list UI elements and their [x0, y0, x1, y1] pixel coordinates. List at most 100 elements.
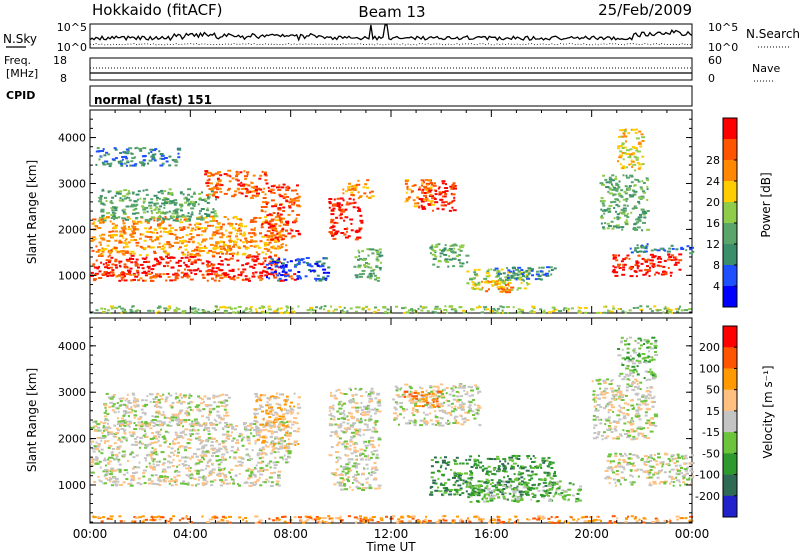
nave-tick-bottom: 0 [708, 72, 715, 85]
noise-panel: N.Sky 10^5 10^0 10^5 10^0 N.Search [3, 21, 800, 54]
power-blob-2 [90, 215, 288, 257]
time-tick-label: 00:00 [73, 527, 108, 541]
power-colorbar-segment [723, 244, 737, 266]
velocity-colorbar-segment [723, 368, 737, 391]
velocity-colorbar-segment [723, 389, 737, 412]
cpid-label: CPID [6, 89, 35, 102]
velocity-blob-3 [253, 392, 302, 450]
noise-left-tick-bottom: 10^0 [57, 41, 87, 54]
time-tick-label: 04:00 [173, 527, 208, 541]
power-blob-18 [629, 243, 695, 255]
noise-left-tick-top: 10^5 [57, 21, 87, 34]
velocity-blob-9 [604, 452, 695, 487]
time-tick-label: 16:00 [474, 527, 509, 541]
power-panel: 1000 2000 3000 4000 Slant Range [km] [25, 109, 695, 315]
power-blob-12 [404, 179, 435, 208]
velocity-colorbar: 200 100 50 15 -15 -50 -100 -200 [695, 325, 738, 518]
noise-right-tick-top: 10^5 [708, 21, 738, 34]
power-colorbar-tick: 8 [713, 259, 720, 272]
velocity-blob-11 [617, 336, 659, 381]
noise-search-line [89, 43, 693, 46]
power-colorbar-tick: 16 [706, 217, 720, 230]
power-ylabel: Slant Range [km] [25, 160, 39, 264]
time-axis: 00:00 04:00 08:00 12:00 16:00 20:00 00:00 [73, 527, 710, 541]
power-blob-6 [95, 146, 182, 168]
velocity-colorbar-tick: 15 [706, 405, 720, 418]
velocity-blob-6 [403, 389, 443, 408]
velocity-colorbar-segment [723, 453, 737, 476]
time-tick-label: 08:00 [273, 527, 308, 541]
power-colorbar-segment [723, 139, 737, 161]
power-colorbar-segment [723, 202, 737, 224]
time-axis-label: Time UT [365, 540, 416, 554]
velocity-colorbar-label: Velocity [m s⁻¹] [761, 365, 775, 458]
velocity-colorbar-tick: -100 [695, 469, 720, 482]
power-colorbar-label: Power [dB] [759, 172, 773, 237]
velocity-colorbar-segment [723, 326, 737, 348]
power-colorbar-segment [723, 265, 737, 287]
velocity-colorbar-segment [723, 432, 737, 454]
velocity-colorbar-tick: 200 [699, 341, 720, 354]
power-blob-15 [493, 266, 557, 282]
power-colorbar-segment [723, 286, 737, 308]
power-blob-16 [481, 280, 515, 294]
station-title: Hokkaido (fitACF) [92, 1, 223, 19]
power-blob-4 [204, 169, 269, 199]
velocity-colorbar-tick: -50 [702, 447, 720, 460]
noise-left-label: N.Sky [3, 32, 37, 46]
velocity-blob-12 [92, 515, 694, 525]
velocity-blob-0 [90, 461, 282, 487]
velocity-blob-10 [591, 378, 659, 441]
velocity-colorbar-tick: 50 [706, 384, 720, 397]
velocity-ytick-label: 1000 [58, 479, 86, 492]
power-blob-3 [97, 188, 219, 223]
velocity-ytick-label: 4000 [58, 340, 86, 353]
power-ytick-label: 1000 [58, 269, 86, 282]
power-colorbar: 4 8 12 16 20 24 28 [706, 117, 738, 308]
noise-right-label: N.Search [746, 27, 800, 41]
power-colorbar-tick: 24 [706, 175, 720, 188]
freq-tick-top: 18 [53, 54, 67, 67]
velocity-blob-8 [467, 480, 583, 503]
velocity-scatter [90, 336, 695, 525]
velocity-blob-2 [103, 392, 231, 427]
power-blob-5 [260, 183, 302, 241]
velocity-ylabel: Slant Range [km] [25, 368, 39, 472]
time-tick-label: 00:00 [675, 527, 710, 541]
power-colorbar-segment [723, 118, 737, 140]
power-blob-10 [353, 248, 384, 282]
velocity-blob-4 [328, 387, 382, 492]
freq-unit-label: [MHz] [6, 67, 38, 80]
power-colorbar-segment [723, 223, 737, 245]
power-colorbar-tick: 28 [706, 154, 720, 167]
power-colorbar-tick: 12 [706, 238, 720, 251]
power-blob-7 [265, 257, 331, 282]
power-blob-0 [90, 254, 281, 278]
cpid-value: normal (fast) 151 [94, 93, 212, 107]
velocity-blob-5 [392, 383, 482, 427]
beam-title: Beam 13 [358, 3, 425, 21]
power-scatter [90, 128, 695, 315]
velocity-colorbar-tick: -15 [702, 426, 720, 439]
velocity-colorbar-tick: -200 [695, 490, 720, 503]
power-colorbar-segment [723, 160, 737, 182]
power-ytick-label: 4000 [58, 132, 86, 145]
power-blob-8 [328, 197, 364, 241]
power-blob-1 [92, 273, 297, 282]
noise-right-tick-bottom: 10^0 [708, 41, 738, 54]
power-ytick-label: 2000 [58, 223, 86, 236]
power-colorbar-tick: 20 [706, 196, 720, 209]
power-colorbar-tick: 4 [713, 280, 720, 293]
freq-label: Freq. [4, 54, 31, 67]
velocity-ytick-label: 3000 [58, 386, 86, 399]
power-blob-11 [416, 179, 457, 212]
nave-label: Nave [752, 62, 780, 75]
power-colorbar-segment [723, 181, 737, 203]
power-blob-9 [342, 179, 375, 200]
cpid-panel: CPID normal (fast) 151 [6, 85, 693, 107]
date-title: 25/Feb/2009 [598, 1, 692, 19]
power-blob-19 [599, 174, 651, 232]
velocity-colorbar-segment [723, 474, 737, 497]
power-ytick-label: 3000 [58, 177, 86, 190]
time-tick-label: 12:00 [374, 527, 409, 541]
